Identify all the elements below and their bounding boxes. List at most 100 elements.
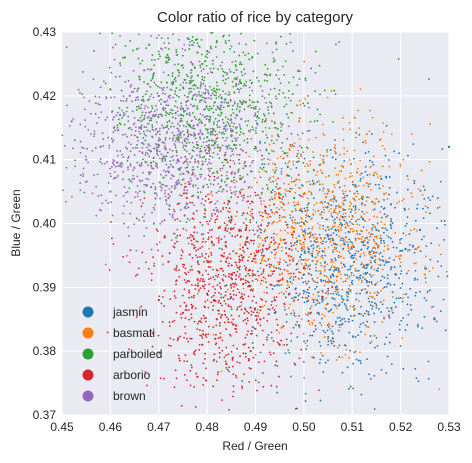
data-point bbox=[314, 210, 317, 213]
data-point bbox=[331, 285, 334, 287]
data-point bbox=[220, 238, 223, 241]
data-point bbox=[177, 114, 180, 117]
data-point bbox=[297, 294, 300, 297]
data-point bbox=[334, 268, 336, 271]
data-point bbox=[81, 146, 83, 149]
data-point bbox=[145, 261, 147, 264]
data-point bbox=[401, 199, 404, 202]
data-point bbox=[278, 292, 281, 295]
data-point bbox=[110, 220, 112, 223]
data-point bbox=[278, 89, 281, 92]
data-point bbox=[200, 70, 203, 72]
data-point bbox=[344, 190, 347, 193]
data-point bbox=[351, 227, 354, 230]
data-point bbox=[177, 137, 180, 140]
data-point bbox=[340, 261, 342, 264]
data-point bbox=[433, 317, 436, 319]
data-point bbox=[251, 89, 254, 92]
data-point bbox=[230, 295, 232, 298]
data-point bbox=[274, 311, 277, 313]
data-point bbox=[279, 239, 282, 242]
data-point bbox=[335, 279, 338, 282]
data-point bbox=[270, 196, 273, 199]
data-point bbox=[169, 298, 172, 301]
data-point bbox=[335, 269, 338, 272]
data-point bbox=[200, 83, 202, 86]
data-point bbox=[266, 225, 269, 227]
data-point bbox=[230, 216, 233, 219]
data-point bbox=[206, 220, 208, 223]
data-point bbox=[318, 302, 321, 304]
data-point bbox=[226, 72, 228, 74]
data-point bbox=[165, 61, 167, 64]
data-point bbox=[241, 246, 244, 249]
data-point bbox=[272, 340, 275, 342]
data-point bbox=[399, 163, 402, 166]
data-point bbox=[191, 97, 194, 99]
data-point bbox=[176, 134, 179, 137]
data-point bbox=[220, 293, 222, 296]
data-point bbox=[171, 320, 174, 323]
data-point bbox=[267, 222, 269, 225]
data-point bbox=[202, 185, 205, 187]
data-point bbox=[261, 248, 264, 251]
data-point bbox=[164, 195, 167, 198]
data-point bbox=[243, 68, 246, 71]
data-point bbox=[167, 37, 169, 40]
data-point bbox=[413, 251, 416, 254]
data-point bbox=[310, 274, 313, 276]
data-point bbox=[313, 120, 316, 123]
data-point bbox=[230, 218, 233, 221]
data-point bbox=[383, 276, 386, 279]
data-point bbox=[225, 206, 228, 209]
data-point bbox=[336, 267, 339, 270]
data-point bbox=[216, 105, 219, 108]
data-point bbox=[373, 171, 375, 174]
data-point bbox=[253, 233, 256, 236]
data-point bbox=[227, 264, 230, 267]
data-point bbox=[378, 245, 380, 247]
data-point bbox=[349, 268, 352, 271]
data-point bbox=[362, 322, 365, 324]
data-point bbox=[234, 261, 237, 264]
data-point bbox=[163, 305, 166, 307]
data-point bbox=[321, 291, 324, 294]
data-point bbox=[314, 280, 317, 283]
data-point bbox=[162, 183, 165, 186]
data-point bbox=[331, 244, 333, 247]
data-point bbox=[251, 101, 254, 104]
data-point bbox=[199, 221, 202, 224]
data-point bbox=[341, 266, 344, 269]
data-point bbox=[368, 130, 371, 133]
data-point bbox=[324, 229, 327, 232]
data-point bbox=[280, 326, 283, 329]
data-point bbox=[235, 283, 238, 286]
data-point bbox=[302, 151, 305, 154]
data-point bbox=[155, 228, 158, 231]
data-point bbox=[366, 236, 368, 239]
data-point bbox=[325, 308, 328, 311]
data-point bbox=[242, 194, 245, 197]
data-point bbox=[168, 208, 171, 211]
data-point bbox=[147, 122, 150, 125]
data-point bbox=[215, 170, 218, 173]
data-point bbox=[156, 148, 158, 151]
data-point bbox=[156, 150, 159, 153]
data-point bbox=[329, 149, 332, 151]
data-point bbox=[238, 266, 240, 269]
data-point bbox=[228, 370, 230, 373]
data-point bbox=[233, 102, 236, 105]
data-point bbox=[203, 215, 205, 218]
data-point bbox=[342, 209, 345, 212]
data-point bbox=[297, 174, 300, 176]
data-point bbox=[208, 152, 211, 155]
data-point bbox=[285, 252, 288, 255]
data-point bbox=[298, 70, 301, 73]
data-point bbox=[439, 253, 442, 256]
data-point bbox=[178, 132, 181, 135]
data-point bbox=[197, 285, 200, 287]
data-point bbox=[438, 244, 441, 247]
data-point bbox=[332, 261, 335, 264]
data-point bbox=[93, 132, 96, 135]
data-point bbox=[388, 261, 390, 263]
